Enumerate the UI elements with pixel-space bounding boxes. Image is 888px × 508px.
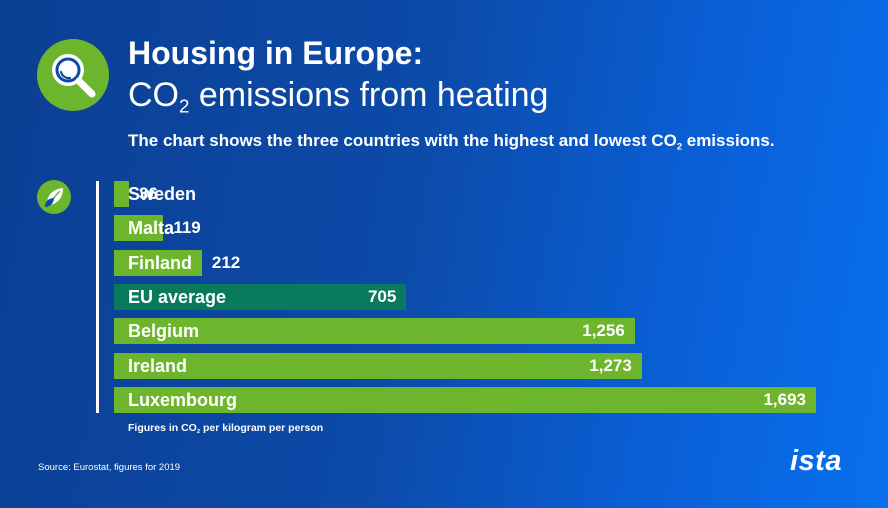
bar-label: Ireland: [128, 356, 188, 376]
bar-finland: [114, 250, 202, 276]
bar-sweden: [114, 181, 129, 207]
bar-luxembourg: [114, 387, 816, 413]
bar-label: Sweden: [128, 184, 197, 204]
bar-value-label: 705: [367, 287, 397, 306]
chart-unit-note: Figures in CO2 per kilogram per person: [128, 422, 324, 436]
magnifying-glass-icon: [52, 54, 96, 98]
bar-value-label: 212: [211, 253, 241, 272]
page-title-line2: CO2 emissions from heating: [128, 76, 549, 117]
chart-axis-line: [96, 181, 99, 413]
bar-label: Finland: [128, 253, 192, 273]
bar-label: Malta: [128, 218, 175, 238]
bar-value-label: 1,256: [582, 321, 625, 340]
bar-value-label: 119: [173, 218, 201, 237]
page-title: Housing in Europe:: [128, 35, 424, 71]
search-icon-badge: [37, 39, 109, 111]
bar-label: Luxembourg: [128, 390, 238, 410]
bar-ireland: [114, 353, 642, 379]
bar-value-label: 1,693: [763, 390, 806, 409]
bar-value-label: 36: [138, 184, 158, 203]
source-note: Source: Eurostat, figures for 2019: [38, 462, 181, 473]
bar-value-label: 1,273: [589, 356, 632, 375]
leaf-icon: [45, 188, 63, 207]
bar-eu-average: [114, 284, 407, 310]
ista-logo: ista: [790, 445, 842, 477]
chart-subtitle: The chart shows the three countries with…: [128, 131, 775, 152]
bar-label: EU average: [128, 287, 227, 307]
bar-malta: [114, 215, 164, 241]
leaf-icon-badge: [37, 180, 71, 214]
bar-belgium: [114, 318, 635, 344]
bar-label: Belgium: [128, 321, 200, 341]
